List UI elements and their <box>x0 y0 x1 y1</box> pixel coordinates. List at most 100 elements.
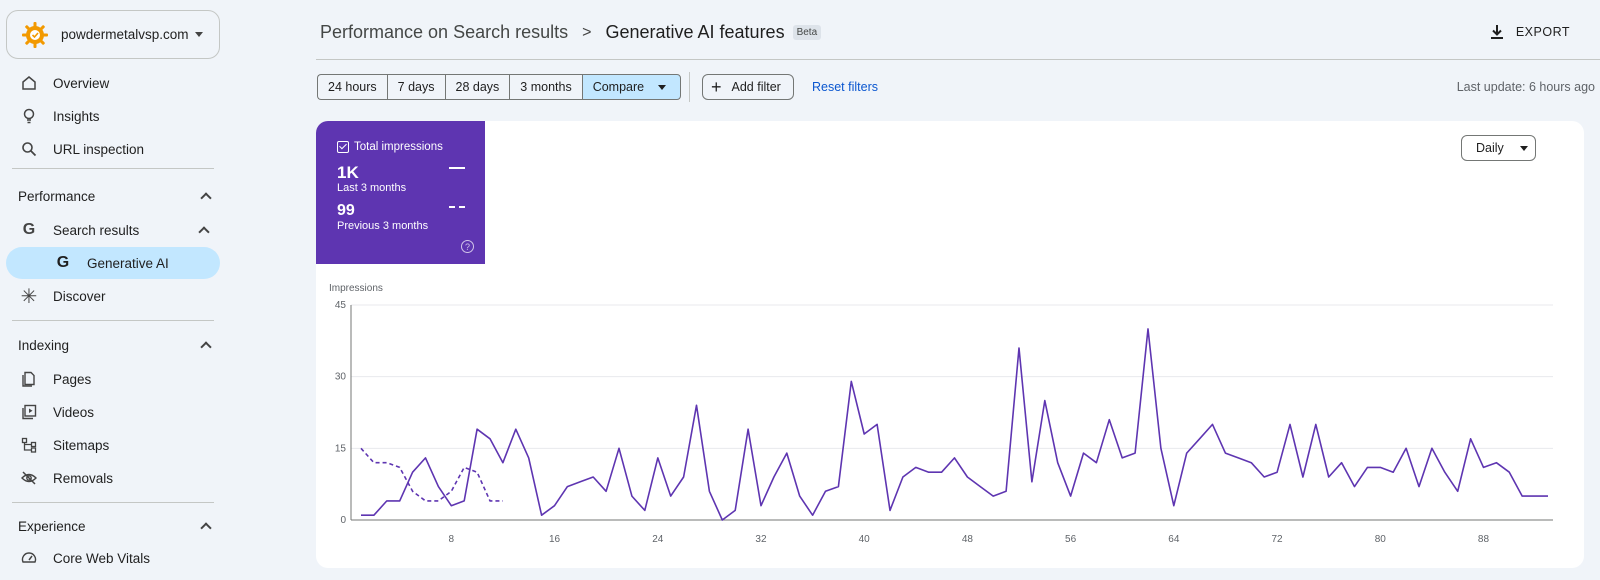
sidebar-item-label: Search results <box>53 222 140 238</box>
x-tick-label: 24 <box>652 534 664 545</box>
compare-chip[interactable]: Compare <box>581 74 682 100</box>
home-icon <box>20 74 38 92</box>
sidebar-item-label: Core Web Vitals <box>53 550 151 566</box>
beta-badge: Beta <box>792 25 822 40</box>
help-icon[interactable]: ? <box>461 240 474 253</box>
metric-card-total-impressions[interactable]: Total impressions 1K Last 3 months 99 Pr… <box>316 121 485 264</box>
sidebar-item-videos[interactable]: Videos <box>6 396 220 428</box>
chevron-up-icon <box>200 341 212 353</box>
sidebar-item-insights[interactable]: Insights <box>6 100 220 132</box>
sidebar-item-overview[interactable]: Overview <box>6 67 220 99</box>
y-tick-label: 15 <box>335 443 347 454</box>
reset-filters-link[interactable]: Reset filters <box>812 80 878 94</box>
pages-icon <box>20 370 38 388</box>
sitemap-icon <box>20 436 38 454</box>
x-tick-label: 8 <box>449 534 455 545</box>
granularity-select[interactable]: Daily <box>1461 135 1536 161</box>
section-title: Indexing <box>18 337 70 353</box>
chevron-up-icon <box>198 226 210 238</box>
sidebar-item-search-results[interactable]: G Search results <box>6 214 220 246</box>
sidebar-item-sitemaps[interactable]: Sitemaps <box>6 429 220 461</box>
sidebar-item-core-web-vitals[interactable]: Core Web Vitals <box>6 542 220 574</box>
export-button[interactable]: EXPORT <box>1490 24 1570 40</box>
series-line-previous <box>360 447 503 502</box>
last-update-text: Last update: 6 hours ago <box>1456 80 1595 94</box>
section-experience[interactable]: Experience <box>18 516 216 536</box>
chevron-up-icon <box>200 522 212 534</box>
video-icon <box>20 403 38 421</box>
x-tick-label: 40 <box>859 534 871 545</box>
breadcrumb: Performance on Search results > Generati… <box>320 22 822 43</box>
header-divider <box>316 59 1600 60</box>
x-tick-label: 72 <box>1271 534 1283 545</box>
chevron-down-icon <box>1519 145 1528 151</box>
x-tick-label: 56 <box>1065 534 1077 545</box>
solid-line-legend-icon <box>449 167 465 169</box>
breadcrumb-parent-link[interactable]: Performance on Search results <box>320 22 569 42</box>
range-chip-24-hours[interactable]: 24 hours <box>317 74 387 100</box>
page-title: Generative AI features <box>605 22 785 42</box>
add-filter-button[interactable]: + Add filter <box>702 74 794 100</box>
divider <box>12 502 214 503</box>
x-tick-label: 64 <box>1168 534 1180 545</box>
x-tick-label: 88 <box>1478 534 1490 545</box>
plus-icon: + <box>711 77 722 97</box>
y-tick-label: 0 <box>340 515 346 526</box>
chevron-down-icon <box>658 84 667 90</box>
dashed-line-legend-icon <box>449 206 465 208</box>
y-tick-label: 45 <box>335 300 347 311</box>
breadcrumb-separator: > <box>582 23 592 41</box>
compare-label: Compare <box>592 80 645 94</box>
sidebar-item-label: Sitemaps <box>53 437 110 453</box>
metric-title: Total impressions <box>354 141 443 153</box>
y-axis-label: Impressions <box>329 283 383 294</box>
divider <box>12 320 214 321</box>
chevron-up-icon <box>200 192 212 204</box>
chevron-down-icon <box>195 32 203 37</box>
section-performance[interactable]: Performance <box>18 186 216 206</box>
checkbox-icon[interactable] <box>337 141 349 153</box>
google-g-icon: G <box>22 221 36 238</box>
y-tick-label: 30 <box>335 372 347 383</box>
add-filter-label: Add filter <box>731 80 781 94</box>
metric-previous-label: Previous 3 months <box>337 220 429 232</box>
x-tick-label: 80 <box>1375 534 1387 545</box>
section-indexing[interactable]: Indexing <box>18 335 216 355</box>
range-chip-3-months[interactable]: 3 months <box>509 74 582 100</box>
sidebar-item-generative-ai[interactable]: G Generative AI <box>6 247 220 279</box>
eye-off-icon <box>20 469 38 487</box>
section-title: Experience <box>18 518 86 534</box>
x-tick-label: 48 <box>962 534 974 545</box>
range-chip-28-days[interactable]: 28 days <box>444 74 510 100</box>
metric-previous-value: 99 <box>337 202 355 219</box>
series-line-current <box>361 328 1548 521</box>
sidebar-item-label: URL inspection <box>53 141 145 157</box>
asterisk-icon: ✳ <box>20 285 38 308</box>
property-logo-icon <box>22 21 48 48</box>
sidebar-item-label: Insights <box>53 108 100 124</box>
date-range-chips: 24 hours 7 days 28 days 3 months Compare <box>317 74 682 100</box>
sidebar-item-url-inspection[interactable]: URL inspection <box>6 133 220 165</box>
metric-header: Total impressions <box>337 141 443 153</box>
sidebar-item-label: Discover <box>53 288 106 304</box>
search-icon <box>20 140 38 158</box>
sidebar-item-removals[interactable]: Removals <box>6 462 220 494</box>
property-selector[interactable]: powdermetalvsp.com <box>6 10 220 59</box>
sidebar-item-label: Removals <box>53 470 114 486</box>
export-label: EXPORT <box>1515 25 1570 39</box>
lightbulb-icon <box>20 107 38 125</box>
sidebar-item-label: Overview <box>53 75 110 91</box>
metric-current-value: 1K <box>337 163 359 182</box>
google-g-icon: G <box>56 254 70 271</box>
sidebar: powdermetalvsp.com Overview Insights URL… <box>0 0 226 580</box>
sidebar-item-pages[interactable]: Pages <box>6 363 220 395</box>
gauge-icon <box>20 549 38 567</box>
toolbar-separator <box>689 72 690 102</box>
x-tick-label: 32 <box>755 534 767 545</box>
performance-card: Total impressions 1K Last 3 months 99 Pr… <box>316 121 1584 568</box>
sidebar-item-discover[interactable]: ✳ Discover <box>6 280 220 312</box>
sidebar-item-label: Generative AI <box>87 255 169 271</box>
range-chip-7-days[interactable]: 7 days <box>386 74 445 100</box>
metric-current-label: Last 3 months <box>337 182 407 194</box>
section-title: Performance <box>18 188 96 204</box>
